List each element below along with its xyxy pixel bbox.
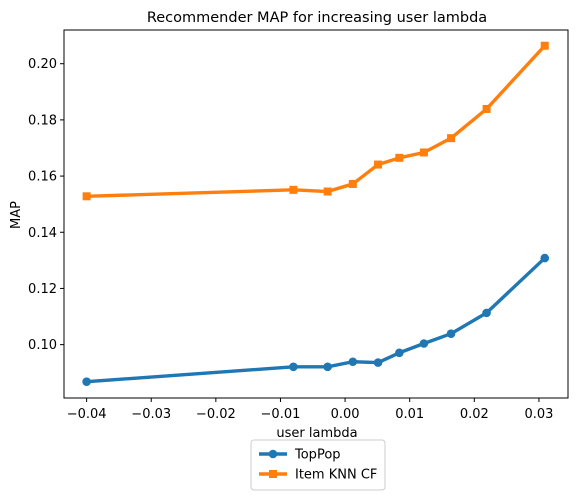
plot-area bbox=[64, 30, 568, 398]
plot-frame bbox=[63, 29, 569, 399]
series-1 bbox=[82, 41, 549, 201]
data-point bbox=[289, 362, 298, 372]
legend-marker bbox=[268, 449, 278, 459]
x-tick-label: 0.00 bbox=[331, 407, 360, 422]
chart-title: Recommender MAP for increasing user lamb… bbox=[147, 10, 487, 26]
x-tick-label: 0.02 bbox=[460, 407, 489, 422]
series-0 bbox=[82, 253, 550, 387]
data-point bbox=[395, 348, 404, 358]
x-tick-label: −0.02 bbox=[196, 407, 236, 422]
data-point bbox=[374, 160, 383, 169]
data-point bbox=[348, 179, 357, 188]
y-tick-label: 0.18 bbox=[28, 113, 57, 128]
axes-layer: −0.04 −0.03 −0.02 −0.01 0.00 0.01 0.02 0.03 0.10… bbox=[28, 29, 569, 422]
data-point bbox=[82, 192, 91, 201]
data-point bbox=[419, 148, 428, 157]
data-point bbox=[540, 253, 550, 263]
legend-entry: TopPop bbox=[259, 448, 341, 463]
data-point bbox=[482, 104, 491, 113]
y-tick-label: 0.20 bbox=[28, 57, 57, 72]
data-point bbox=[82, 377, 91, 387]
legend-label: Item KNN CF bbox=[295, 468, 377, 483]
x-axis-label: user lambda bbox=[276, 426, 357, 441]
x-tick-label: 0.01 bbox=[395, 407, 424, 422]
series-line bbox=[84, 43, 548, 199]
data-point bbox=[395, 153, 404, 162]
y-tick-label: 0.14 bbox=[28, 226, 57, 241]
x-tick-label: −0.01 bbox=[261, 407, 301, 422]
legend-marker bbox=[269, 470, 277, 478]
y-tick-label: 0.12 bbox=[28, 282, 57, 297]
y-tick-label: 0.10 bbox=[28, 338, 57, 353]
data-point bbox=[540, 41, 549, 50]
legend-entry: Item KNN CF bbox=[259, 468, 377, 483]
plot-background bbox=[64, 30, 568, 398]
x-tick-label: 0.03 bbox=[524, 407, 553, 422]
data-point bbox=[289, 185, 298, 194]
y-axis-label: MAP bbox=[9, 201, 24, 229]
legend-label: TopPop bbox=[294, 448, 341, 463]
data-point bbox=[373, 358, 383, 367]
data-point bbox=[447, 134, 456, 143]
data-point bbox=[348, 357, 358, 367]
y-tick-label: 0.16 bbox=[28, 170, 57, 185]
legend: TopPop Item KNN CF bbox=[250, 439, 386, 491]
series-layer bbox=[82, 41, 550, 387]
data-point bbox=[419, 339, 429, 348]
data-point bbox=[323, 362, 332, 372]
data-point bbox=[323, 187, 332, 196]
x-tick-label: −0.04 bbox=[67, 407, 107, 422]
series-line bbox=[84, 255, 548, 384]
data-point bbox=[482, 308, 491, 318]
data-point bbox=[446, 329, 456, 338]
x-tick-label: −0.03 bbox=[131, 407, 171, 422]
